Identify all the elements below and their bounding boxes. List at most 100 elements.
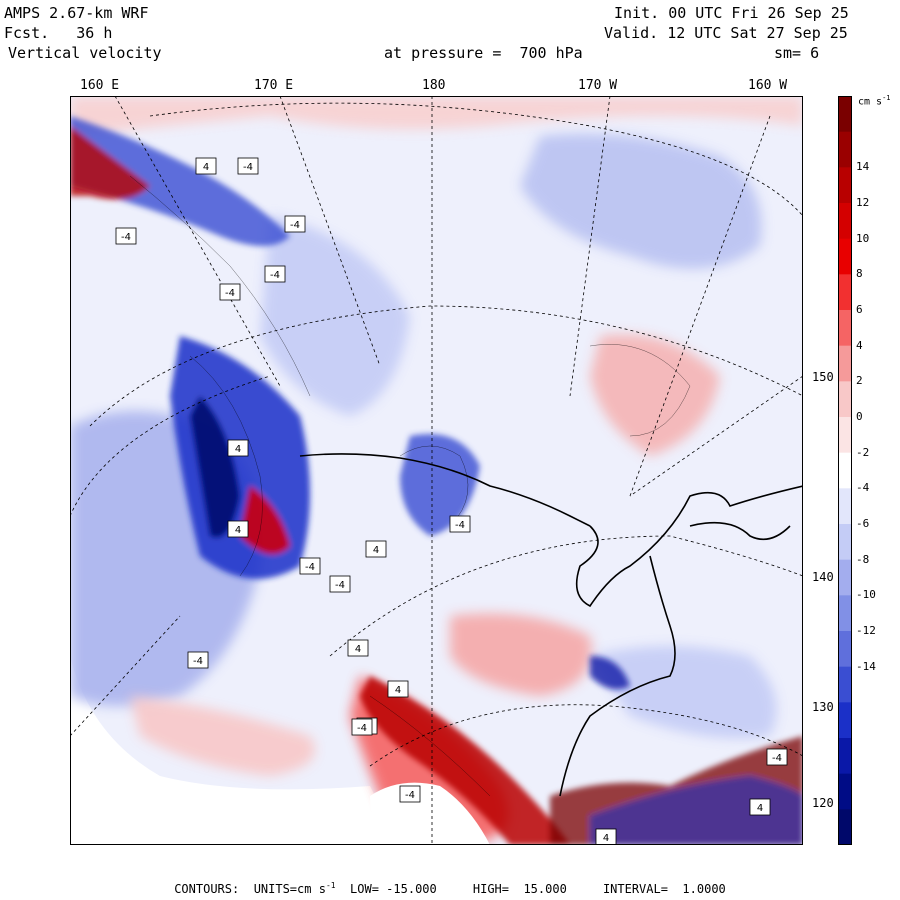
min-box (351, 718, 373, 736)
colorbar-tick-label: -8 (856, 552, 870, 566)
extrema-labels: 4-4-4-4-4-444-4-44-4-44-4-4-44-444 (115, 157, 788, 845)
colorbar-swatch (838, 417, 852, 454)
min-label: -4 (455, 520, 465, 531)
colorbar-tick-label: 8 (856, 267, 863, 281)
min-label: -4 (270, 270, 280, 281)
colorbar-swatch (838, 167, 852, 204)
interval-value: 1.0000 (682, 882, 726, 896)
max-box (195, 157, 217, 175)
colorbar-tick-label: 10 (856, 231, 870, 245)
max-box (387, 680, 409, 698)
high-label: HIGH= (472, 882, 509, 896)
min-label: -4 (193, 656, 203, 667)
colorbar-swatch (838, 666, 852, 703)
valid-label: Valid. (604, 24, 659, 42)
min-box (766, 748, 788, 766)
coastal-band-low (590, 656, 630, 690)
contour-info: CONTOURS: UNITS=cm s-1 LOW= -15.000 HIGH… (0, 881, 900, 896)
colorbar-tick-label: 4 (856, 338, 863, 352)
meridian (114, 96, 281, 387)
colorbar-swatch (838, 773, 852, 810)
latitude-circle (329, 535, 803, 657)
latitude-circle (149, 102, 803, 217)
max-label: 4 (603, 833, 609, 844)
min-label: -4 (290, 220, 300, 231)
colorbar-swatch (838, 702, 852, 739)
min-label: -4 (335, 580, 345, 591)
coastline-segment (575, 485, 803, 608)
map-frame (70, 96, 803, 845)
valid-time: Valid. 12 UTC Sat 27 Sep 25 (604, 24, 848, 42)
coastline-segment (559, 555, 676, 797)
coastline-segment (299, 453, 591, 527)
colorbar-units-exponent: -1 (882, 94, 891, 102)
contour (589, 344, 691, 437)
init-time: Init. 00 UTC Fri 26 Sep 25 (614, 4, 849, 22)
red-region (130, 696, 315, 776)
colorbar-tick-label: -6 (856, 517, 870, 530)
strong-wave-bands (70, 116, 480, 579)
valid-value: 12 UTC Sat 27 Sep 25 (667, 24, 848, 42)
colorbar-tick-label: -12 (856, 624, 876, 637)
contour-lines (129, 175, 691, 797)
colorbar-swatch (838, 595, 852, 632)
colorbar-swatch (838, 310, 852, 347)
colorbar-swatch (838, 381, 852, 418)
wave-band-low (70, 116, 290, 246)
pressure-value: 700 hPa (519, 44, 583, 62)
coastline-segment (689, 521, 791, 541)
min-box (115, 227, 137, 245)
colorbar-swatch (838, 131, 852, 168)
contour (189, 355, 263, 577)
colorbar-units: cm s-1 (858, 94, 891, 107)
max-box (227, 439, 249, 457)
lon-label: 160 W (748, 78, 788, 93)
forecast-value: 36 h (76, 24, 113, 42)
colorbar-frame (838, 96, 852, 845)
low-label: LOW= (350, 882, 379, 896)
min-box (399, 785, 421, 803)
colorbar-swatch (838, 203, 852, 240)
max-box (595, 828, 617, 845)
pressure-label: at pressure = (384, 44, 502, 62)
latitude-circle (89, 305, 803, 427)
contour (369, 695, 491, 797)
min-box (187, 651, 209, 669)
colorbar-swatch (838, 809, 852, 845)
max-label: 4 (235, 444, 241, 455)
min-label: -4 (121, 232, 131, 243)
colorbar-swatch (838, 488, 852, 525)
lon-label: 170 E (254, 78, 294, 93)
colorbar-tick-label: 6 (856, 303, 863, 316)
colorbar-tick-label: -4 (856, 481, 870, 495)
vertical-velocity-map[interactable]: 4-4-4-4-4-444-4-44-4-44-4-4-44-444 (70, 96, 803, 845)
graticule (70, 96, 803, 845)
colorbar-swatch (838, 452, 852, 489)
field-name: Vertical velocity (8, 44, 162, 62)
latitude-circle (70, 375, 271, 517)
colorbar-tick-label: -10 (856, 588, 876, 602)
colorbar-tick-label: -2 (856, 445, 870, 459)
min-box (449, 515, 471, 533)
wave-band-low (190, 396, 240, 538)
min-box (219, 283, 241, 301)
min-label: -4 (405, 790, 415, 801)
min-box (299, 557, 321, 575)
colorbar-swatch (838, 238, 852, 275)
colorbar-swatch (838, 274, 852, 311)
colorbar-swatch (838, 559, 852, 596)
min-box (284, 215, 306, 233)
min-label: -4 (243, 162, 253, 173)
coastal-band-low (590, 776, 803, 845)
colorbar-swatch (838, 524, 852, 561)
red-region (590, 334, 720, 456)
min-label: -4 (357, 723, 367, 734)
lon-label: 180 (422, 78, 446, 93)
colorbar-tick-label: 2 (856, 374, 863, 388)
max-box (749, 798, 771, 816)
blue-region (590, 646, 777, 739)
coastline (299, 453, 803, 797)
low-value: -15.000 (386, 882, 437, 896)
max-label: 4 (395, 685, 401, 696)
max-label: 4 (355, 644, 361, 655)
